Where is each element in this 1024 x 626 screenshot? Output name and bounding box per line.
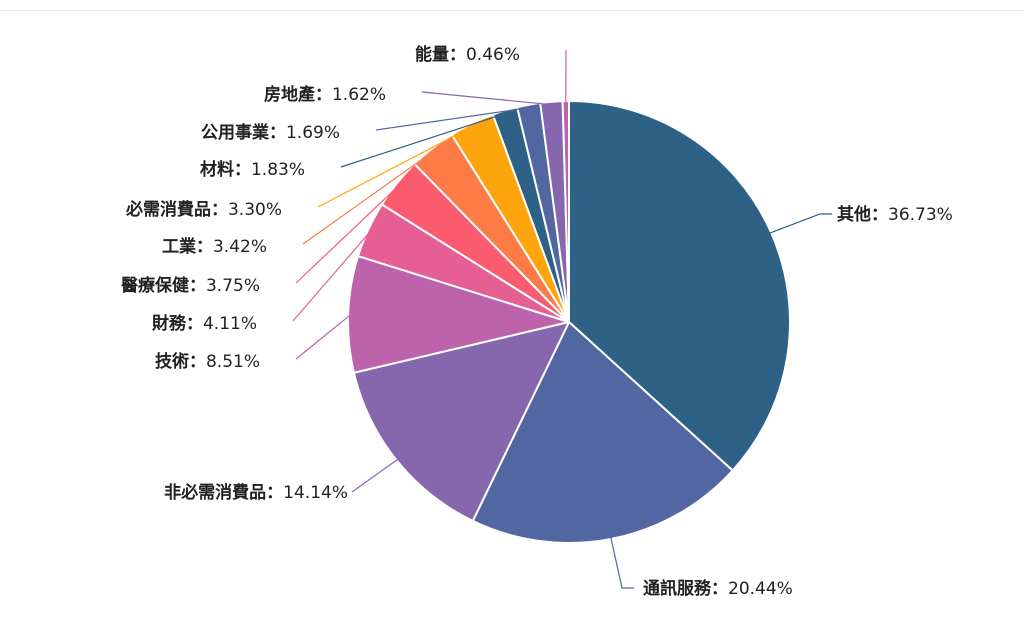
slice-label-value: 14.14% bbox=[283, 483, 348, 503]
slice-label-separator: ： bbox=[449, 45, 466, 65]
slice-label-value: 1.69% bbox=[286, 123, 340, 143]
slice-label-separator: ： bbox=[234, 160, 251, 180]
slice-label-value: 3.30% bbox=[228, 200, 282, 220]
slice-label-7: 工業：3.42% bbox=[162, 236, 267, 257]
slice-label-name: 工業 bbox=[162, 236, 196, 257]
slice-label-name: 通訊服務 bbox=[643, 578, 712, 599]
slice-label-name: 房地產 bbox=[264, 84, 315, 105]
slice-label-name: 能量 bbox=[415, 44, 449, 65]
slice-label-separator: ： bbox=[186, 314, 203, 334]
slice-label-separator: ： bbox=[211, 200, 228, 220]
slice-label-name: 財務 bbox=[151, 313, 187, 334]
leader-line-4 bbox=[295, 313, 352, 360]
slice-label-separator: ： bbox=[196, 237, 213, 257]
slice-label-value: 4.11% bbox=[203, 314, 257, 334]
pie-slices bbox=[347, 99, 791, 545]
slice-label-value: 36.73% bbox=[888, 205, 953, 225]
pie-slice-4 bbox=[347, 255, 570, 374]
leader-line-5 bbox=[292, 230, 372, 322]
slice-label-2: 通訊服務：20.44% bbox=[643, 578, 793, 599]
slice-label-value: 1.83% bbox=[251, 160, 305, 180]
leader-line-8 bbox=[317, 125, 474, 208]
slice-label-11: 房地產：1.62% bbox=[264, 84, 386, 105]
slice-label-separator: ： bbox=[189, 276, 206, 296]
slice-label-12: 能量：0.46% bbox=[415, 44, 520, 65]
leader-line-6 bbox=[295, 184, 400, 284]
slice-label-name: 非必需消費品 bbox=[164, 482, 266, 503]
slice-label-value: 0.46% bbox=[466, 45, 520, 65]
slice-label-separator: ： bbox=[711, 579, 728, 599]
slice-label-1: 其他：36.73% bbox=[837, 204, 953, 225]
leader-line-11 bbox=[421, 91, 552, 106]
slice-label-name: 其他 bbox=[837, 204, 871, 225]
slice-label-name: 公用事業 bbox=[201, 122, 269, 143]
top-divider bbox=[0, 10, 1024, 11]
slice-label-value: 8.51% bbox=[206, 352, 260, 372]
slice-label-separator: ： bbox=[266, 483, 283, 503]
slice-label-value: 1.62% bbox=[332, 85, 386, 105]
slice-label-separator: ： bbox=[189, 352, 206, 372]
slice-label-separator: ： bbox=[315, 85, 332, 105]
leader-line-2 bbox=[609, 535, 634, 589]
slice-label-name: 材料 bbox=[200, 159, 234, 180]
slice-label-value: 20.44% bbox=[728, 579, 793, 599]
slice-label-value: 3.42% bbox=[213, 237, 267, 257]
leader-line-9 bbox=[340, 112, 506, 168]
slice-label-6: 醫療保健：3.75% bbox=[121, 275, 260, 296]
pie-labels: 其他：36.73%通訊服務：20.44%非必需消費品：14.14%技術：8.51… bbox=[121, 44, 953, 599]
slice-label-3: 非必需消費品：14.14% bbox=[164, 482, 348, 503]
slice-label-8: 必需消費品：3.30% bbox=[125, 199, 282, 220]
slice-label-separator: ： bbox=[269, 123, 286, 143]
slice-label-name: 醫療保健 bbox=[121, 275, 189, 296]
slice-label-value: 3.75% bbox=[206, 276, 260, 296]
slice-label-5: 財務：4.11% bbox=[151, 313, 257, 334]
slice-label-4: 技術：8.51% bbox=[155, 351, 260, 372]
leader-line-1 bbox=[768, 213, 832, 235]
leader-line-3 bbox=[351, 457, 400, 493]
leader-line-10 bbox=[375, 107, 530, 131]
slice-label-name: 技術 bbox=[155, 351, 189, 372]
slice-label-9: 材料：1.83% bbox=[200, 159, 305, 180]
slice-label-10: 公用事業：1.69% bbox=[201, 122, 340, 143]
slice-label-separator: ： bbox=[871, 205, 888, 225]
slice-label-name: 必需消費品 bbox=[125, 199, 211, 220]
leader-line-7 bbox=[302, 150, 435, 245]
